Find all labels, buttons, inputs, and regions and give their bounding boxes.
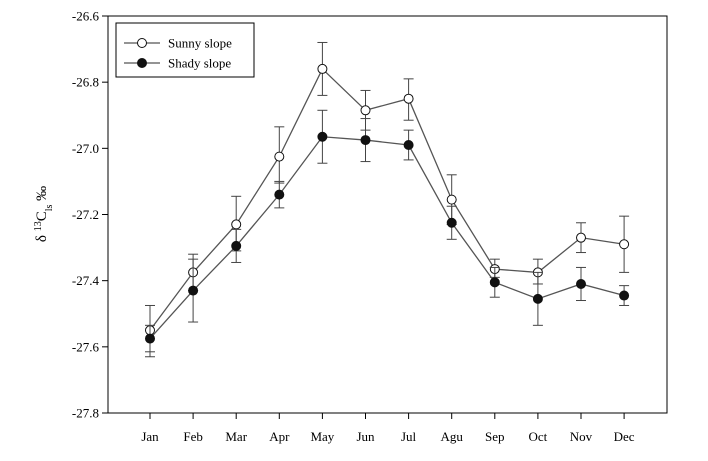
series-2	[145, 109, 630, 353]
data-point	[446, 194, 457, 205]
legend: Sunny slope Shady slope	[115, 22, 255, 78]
legend-marker	[137, 58, 147, 68]
y-tick-label: -27.4	[72, 273, 100, 288]
y-tick-label: -27.0	[72, 141, 99, 156]
data-point	[231, 219, 242, 230]
x-tick-label: Jul	[401, 429, 417, 444]
data-point	[360, 105, 371, 116]
data-point	[317, 131, 328, 142]
data-point	[274, 151, 285, 162]
x-tick-label: Agu	[441, 429, 464, 444]
x-tick-label: Apr	[269, 429, 290, 444]
series-1	[145, 41, 630, 358]
x-tick-label: Jun	[356, 429, 375, 444]
legend-label: Sunny slope	[168, 36, 232, 51]
y-axis-label: δ 13Cls ‰	[33, 186, 55, 242]
series-line	[149, 67, 625, 331]
data-point	[619, 239, 630, 250]
data-point	[231, 240, 242, 251]
data-point	[489, 277, 500, 288]
legend-label: Shady slope	[168, 56, 231, 71]
x-tick-label: Oct	[529, 429, 548, 444]
x-tick-label: Mar	[225, 429, 247, 444]
data-point	[576, 232, 586, 243]
data-point	[446, 217, 457, 228]
x-tick-label: Feb	[183, 429, 203, 444]
y-tick-label: -26.6	[72, 9, 100, 24]
data-point	[188, 285, 199, 296]
series-line	[149, 136, 625, 339]
x-ticks: Jan Feb Mar Apr May Jun Jul Agu Sep Oct Nov Dec	[141, 413, 635, 444]
legend-marker	[137, 38, 147, 48]
x-tick-label: May	[310, 429, 334, 444]
x-tick-label: Sep	[485, 429, 505, 444]
data-point	[360, 135, 371, 146]
data-point	[532, 293, 543, 304]
data-point	[317, 63, 328, 74]
x-tick-label: Nov	[570, 429, 593, 444]
y-tick-label: -27.8	[72, 406, 99, 421]
data-point	[576, 278, 586, 289]
legend-box	[115, 22, 255, 78]
series-layer	[145, 41, 630, 358]
x-tick-label: Dec	[614, 429, 635, 444]
y-tick-label: -26.8	[72, 75, 99, 90]
data-point	[403, 140, 414, 151]
y-tick-label: -27.6	[72, 339, 100, 354]
data-point	[619, 290, 630, 301]
x-tick-label: Jan	[141, 429, 159, 444]
y-ticks: -26.6 -26.8 -27.0 -27.2 -27.4 -27.6 -27.8	[72, 9, 108, 421]
data-point	[145, 333, 155, 344]
y-tick-label: -27.2	[72, 207, 99, 222]
data-point	[274, 189, 285, 200]
y-axis-label-text: δ 13Cls ‰	[33, 186, 55, 242]
data-point	[403, 93, 414, 104]
